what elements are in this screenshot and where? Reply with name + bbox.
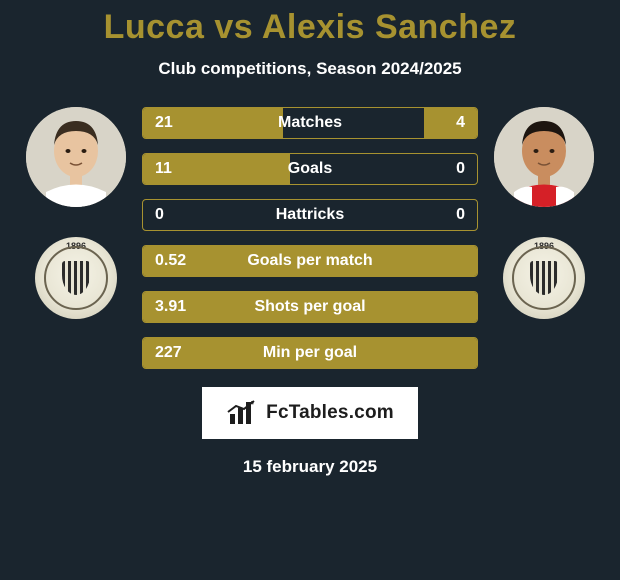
stat-bar: 0.52Goals per match: [142, 245, 478, 277]
stat-bar: 110Goals: [142, 153, 478, 185]
right-club-badge: 1896: [503, 237, 585, 319]
stat-label: Goals per match: [143, 252, 477, 270]
stat-label: Matches: [143, 114, 477, 132]
stat-label: Goals: [143, 160, 477, 178]
stat-bar: 00Hattricks: [142, 199, 478, 231]
badge-ring: [44, 246, 108, 310]
left-player-avatar: [26, 107, 126, 207]
stat-label: Hattricks: [143, 206, 477, 224]
right-player-col: 1896: [484, 107, 604, 319]
chart-icon: [226, 400, 260, 426]
badge-stripes: [530, 261, 558, 295]
right-player-avatar: [494, 107, 594, 207]
comparison-row: 1896 214Matches 110Goals 00Hattricks 0.52Go…: [0, 107, 620, 369]
stat-bar: 227Min per goal: [142, 337, 478, 369]
badge-ring: [512, 246, 576, 310]
stat-bar: 3.91Shots per goal: [142, 291, 478, 323]
logo-text: FcTables.com: [266, 402, 394, 424]
date-text: 15 february 2025: [243, 457, 377, 477]
left-player-col: 1896: [16, 107, 136, 319]
left-club-badge: 1896: [35, 237, 117, 319]
badge-stripes: [62, 261, 90, 295]
stat-label: Min per goal: [143, 344, 477, 362]
page-subtitle: Club competitions, Season 2024/2025: [158, 59, 461, 79]
fctables-logo: FcTables.com: [202, 387, 418, 439]
stat-label: Shots per goal: [143, 298, 477, 316]
page-title: Lucca vs Alexis Sanchez: [104, 8, 517, 47]
stat-bar: 214Matches: [142, 107, 478, 139]
stats-column: 214Matches 110Goals 00Hattricks 0.52Goals p…: [136, 107, 484, 369]
